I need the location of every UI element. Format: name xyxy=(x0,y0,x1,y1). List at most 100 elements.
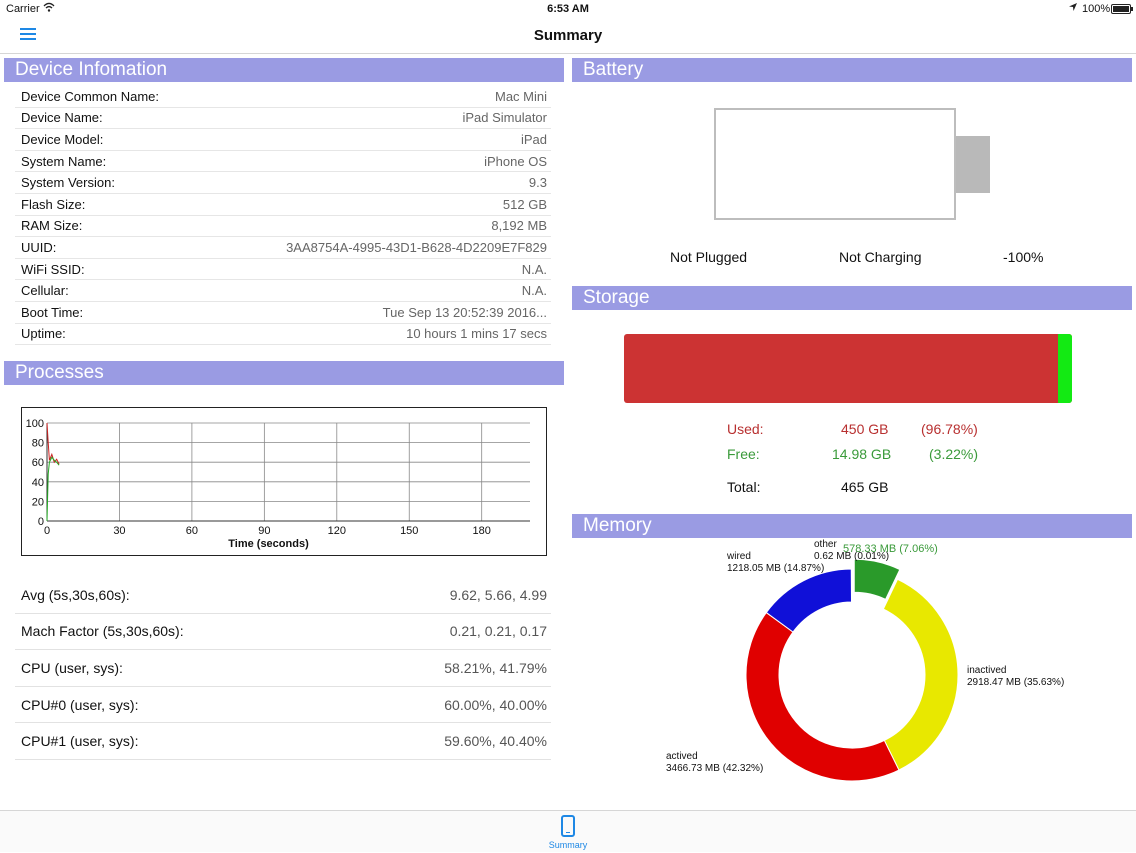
storage-total-amount: 465 GB xyxy=(841,479,888,495)
processes-header: Processes xyxy=(4,361,564,385)
location-icon xyxy=(1068,2,1078,12)
row-label: Device Name: xyxy=(21,110,103,125)
charge-status: Not Charging xyxy=(839,249,922,265)
row-value: N.A. xyxy=(522,262,547,277)
x-axis-label: Time (seconds) xyxy=(228,538,309,550)
storage-used-amount: 450 GB xyxy=(841,421,888,437)
row-label: Device Common Name: xyxy=(21,89,159,104)
storage-used-percent: (96.78%) xyxy=(921,421,978,437)
y-tick-label: 60 xyxy=(32,457,44,469)
x-tick-label: 120 xyxy=(328,525,346,537)
device-info-row: Device Model:iPad xyxy=(15,129,551,151)
row-label: Mach Factor (5s,30s,60s): xyxy=(21,623,184,639)
row-label: CPU (user, sys): xyxy=(21,660,123,676)
row-value: N.A. xyxy=(522,283,547,298)
plug-status: Not Plugged xyxy=(670,249,747,265)
row-value: Mac Mini xyxy=(495,89,547,104)
device-info-row: UUID: 3AA8754A-4995-43D1-B628-4D2209E7F82… xyxy=(15,237,551,259)
row-label: System Version: xyxy=(21,175,115,190)
tab-bar: Summary xyxy=(0,810,1136,852)
device-info-row: Device Name: iPad Simulator xyxy=(15,108,551,130)
row-value: 512 GB xyxy=(503,197,547,212)
process-stat-row: Avg (5s,30s,60s): 9.62, 5.66, 4.99 xyxy=(15,577,551,614)
device-info-row: Uptime: 10 hours 1 mins 17 secs xyxy=(15,324,551,346)
storage-total-label: Total: xyxy=(727,479,760,495)
row-label: Boot Time: xyxy=(21,305,83,320)
x-tick-label: 60 xyxy=(186,525,198,537)
device-info-list[interactable]: Device Common Name: Mac Mini Device Name: i… xyxy=(15,86,551,358)
series-line-1 xyxy=(47,457,59,521)
memory-green-label: 578.33 MB (7.06%) xyxy=(843,543,938,555)
row-label: CPU#0 (user, sys): xyxy=(21,697,138,713)
battery-graphic xyxy=(714,108,956,220)
battery-header: Battery xyxy=(572,58,1132,82)
row-value: iPad Simulator xyxy=(462,110,547,125)
storage-free-amount: 14.98 GB xyxy=(832,446,891,462)
x-tick-label: 90 xyxy=(258,525,270,537)
row-label: RAM Size: xyxy=(21,218,82,233)
row-value: 59.60%, 40.40% xyxy=(444,733,547,749)
row-label: UUID: xyxy=(21,240,56,255)
y-tick-label: 20 xyxy=(32,496,44,508)
row-value: 9.62, 5.66, 4.99 xyxy=(450,587,547,603)
process-stats-list: Avg (5s,30s,60s): 9.62, 5.66, 4.99 Mach Fa… xyxy=(15,577,551,760)
status-bar: Carrier 6:53 AM 100% xyxy=(0,0,1136,18)
row-label: Device Model: xyxy=(21,132,103,147)
row-value: 58.21%, 41.79% xyxy=(444,660,547,676)
row-value: 9.3 xyxy=(529,175,547,190)
storage-free-label: Free: xyxy=(727,446,760,462)
y-tick-label: 40 xyxy=(32,477,44,489)
storage-free-segment xyxy=(1058,334,1072,403)
device-info-row: System Name: iPhone OS xyxy=(15,151,551,173)
device-info-row: System Version: 9.3 xyxy=(15,172,551,194)
row-value: iPhone OS xyxy=(484,154,547,169)
tab-summary[interactable]: Summary xyxy=(540,811,596,853)
process-stat-row: Mach Factor (5s,30s,60s): 0.21, 0.21, 0.1… xyxy=(15,614,551,651)
x-tick-label: 0 xyxy=(44,525,50,537)
row-value: 8,192 MB xyxy=(491,218,547,233)
x-tick-label: 30 xyxy=(113,525,125,537)
battery-level: -100% xyxy=(1003,249,1043,265)
storage-header: Storage xyxy=(572,286,1132,310)
battery-percent: 100% xyxy=(1082,3,1110,15)
device-info-row: Cellular: N.A. xyxy=(15,280,551,302)
storage-usage-bar xyxy=(624,334,1072,403)
navigation-bar: Summary xyxy=(0,18,1136,54)
clock: 6:53 AM xyxy=(0,3,1136,15)
row-label: Cellular: xyxy=(21,283,69,298)
y-tick-label: 100 xyxy=(26,418,44,430)
row-label: System Name: xyxy=(21,154,106,169)
phone-icon xyxy=(561,815,575,837)
x-tick-label: 150 xyxy=(400,525,418,537)
row-value: 3AA8754A-4995-43D1-B628-4D2209E7F829 xyxy=(286,240,547,255)
row-value: Tue Sep 13 20:52:39 2016... xyxy=(383,305,547,320)
process-stat-row: CPU (user, sys): 58.21%, 41.79% xyxy=(15,650,551,687)
battery-icon xyxy=(1111,4,1131,14)
row-label: CPU#1 (user, sys): xyxy=(21,733,138,749)
row-label: Avg (5s,30s,60s): xyxy=(21,587,130,603)
process-stat-row: CPU#0 (user, sys): 60.00%, 40.00% xyxy=(15,687,551,724)
x-tick-label: 180 xyxy=(473,525,491,537)
device-info-row: RAM Size: 8,192 MB xyxy=(15,216,551,238)
process-stat-row: CPU#1 (user, sys): 59.60%, 40.40% xyxy=(15,723,551,760)
battery-tip xyxy=(956,136,990,193)
row-label: Flash Size: xyxy=(21,197,85,212)
device-info-row: Boot Time: Tue Sep 13 20:52:39 2016... xyxy=(15,302,551,324)
memory-header: Memory xyxy=(572,514,1132,538)
device-info-row: Flash Size: 512 GB xyxy=(15,194,551,216)
row-value: 60.00%, 40.00% xyxy=(444,697,547,713)
row-label: WiFi SSID: xyxy=(21,262,85,277)
row-value: 10 hours 1 mins 17 secs xyxy=(406,326,547,341)
tab-summary-label: Summary xyxy=(540,840,596,850)
page-title: Summary xyxy=(0,27,1136,44)
memory-slice-inactived xyxy=(883,579,958,770)
device-info-row: WiFi SSID: N.A. xyxy=(15,259,551,281)
row-label: Uptime: xyxy=(21,326,66,341)
memory-slice-actived xyxy=(746,613,899,781)
storage-free-percent: (3.22%) xyxy=(929,446,978,462)
row-value: 0.21, 0.21, 0.17 xyxy=(450,623,547,639)
